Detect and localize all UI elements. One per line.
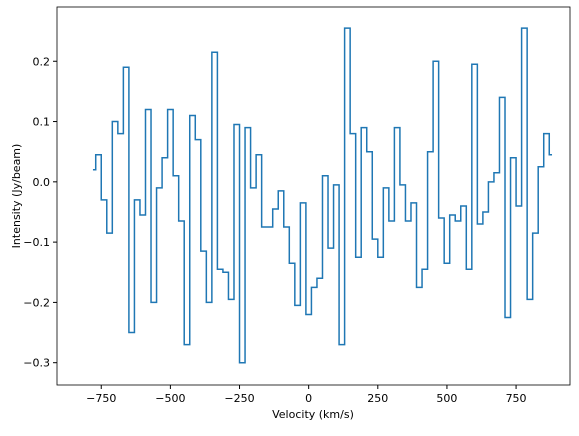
x-tick-label: 0: [305, 392, 312, 405]
y-tick-label: −0.2: [23, 296, 50, 309]
spectrum-line: [92, 27, 553, 364]
x-axis-label: Velocity (km/s): [272, 408, 354, 421]
x-tick-label: −750: [86, 392, 116, 405]
y-tick-label: 0.2: [33, 55, 51, 68]
x-tick-label: 500: [436, 392, 457, 405]
x-tick-label: 750: [506, 392, 527, 405]
y-tick-label: −0.3: [23, 357, 50, 370]
y-axis-label: Intensity (Jy/beam): [10, 144, 23, 249]
x-tick-label: 250: [367, 392, 388, 405]
y-tick-label: −0.1: [23, 236, 50, 249]
x-tick-label: −250: [224, 392, 254, 405]
y-tick-label: 0.1: [33, 116, 51, 129]
plot-frame: [56, 6, 571, 386]
x-tick-label: −500: [155, 392, 185, 405]
y-tick-label: 0.0: [33, 176, 51, 189]
